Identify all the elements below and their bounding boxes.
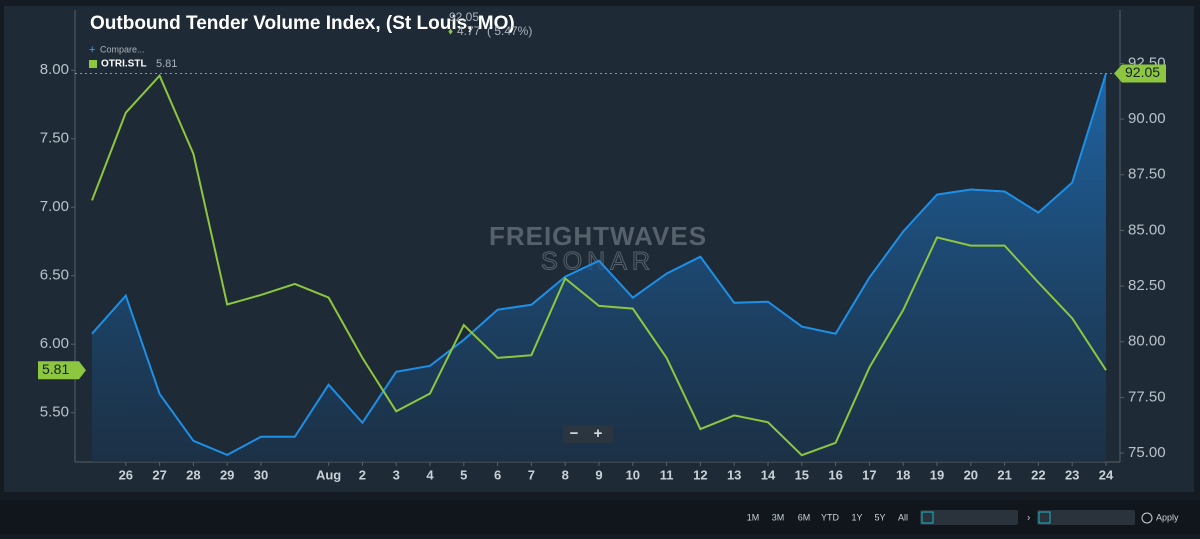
value-badge-label: 5.81 [42, 361, 69, 377]
value-badge-label: 92.05 [1125, 64, 1160, 80]
x-tick-label: 4 [426, 467, 434, 482]
apply-button[interactable]: Apply [1156, 512, 1179, 522]
arrow: › [1027, 513, 1030, 524]
change-icon: ♦ [448, 27, 453, 38]
range-button[interactable]: All [898, 512, 908, 522]
x-tick-label: 15 [795, 467, 809, 482]
y2-tick-label: 90.00 [1128, 110, 1166, 127]
x-tick-label: 11 [660, 467, 674, 482]
legend-swatch [89, 60, 97, 68]
y-tick-label: 8.00 [40, 61, 69, 78]
y-tick-label: 6.00 [40, 335, 69, 352]
line [91, 73, 1107, 457]
x-tick-label: 21 [997, 467, 1011, 482]
zoom-out[interactable]: − [570, 425, 579, 442]
range-button[interactable]: 1Y [851, 512, 862, 522]
value-badge [38, 361, 86, 380]
x-tick-label: 17 [862, 467, 876, 482]
y2-tick-label: 80.00 [1128, 333, 1166, 350]
range-button[interactable]: 1M [747, 512, 760, 522]
x-tick-label: 9 [595, 467, 602, 482]
x-tick-label: 23 [1065, 467, 1079, 482]
x-tick-label: 3 [393, 467, 400, 482]
x-tick-label: 7 [528, 467, 535, 482]
range-button[interactable]: 3M [772, 512, 785, 522]
y2-tick-label: 75.00 [1128, 444, 1166, 461]
date-input[interactable] [1037, 510, 1135, 525]
x-tick-label: 27 [152, 467, 166, 482]
y2-tick-label: 82.50 [1128, 277, 1166, 294]
compare-icon[interactable]: + [89, 44, 95, 56]
apply-icon [1141, 512, 1153, 524]
x-tick-label: 10 [626, 467, 640, 482]
date-input[interactable] [920, 510, 1018, 525]
y-tick-label: 7.00 [40, 198, 69, 215]
x-tick-label: 29 [220, 467, 234, 482]
plot: 5.50 6.00 6.50 7.00 7.50 8.00 75.00 77.50 80.00 8… [38, 54, 1166, 482]
x-tick-label: 22 [1031, 467, 1045, 482]
x-tick-label: 8 [562, 467, 569, 482]
x-tick-label: 24 [1099, 467, 1114, 482]
zoom-in[interactable]: + [594, 425, 603, 442]
x-tick-label: 13 [727, 467, 741, 482]
x-tick-label: 19 [930, 467, 944, 482]
y-tick-label: 7.50 [40, 130, 69, 147]
area [92, 73, 1106, 462]
range-button[interactable]: 5Y [874, 512, 885, 522]
toolbar [0, 500, 1200, 534]
header-change: 4.77 [457, 24, 481, 38]
x-tick-label: 26 [119, 467, 133, 482]
zoom-control [563, 425, 613, 443]
x-tick-label: Aug [316, 467, 341, 482]
x-tick-label: 14 [761, 467, 776, 482]
range-bar: 1M 3M 6M YTD 1Y 5Y All [747, 512, 908, 522]
y2-tick-label: 77.50 [1128, 388, 1166, 405]
x-tick-label: 6 [494, 467, 501, 482]
watermark-text: FREIGHTWAVES [489, 221, 707, 251]
line [91, 73, 1107, 457]
x-tick-label: 2 [359, 467, 366, 482]
calendar-icon [1038, 511, 1051, 524]
x-tick-label: 28 [186, 467, 200, 482]
value-badge [1114, 64, 1166, 83]
y2-tick-label: 85.00 [1128, 221, 1166, 238]
header-value: 92.05 [449, 10, 479, 24]
x-tick-label: 5 [460, 467, 467, 482]
x-tick-label: 20 [964, 467, 978, 482]
range-button[interactable]: 6M [798, 512, 811, 522]
range-button[interactable]: YTD [821, 512, 840, 522]
y-tick-label: 6.50 [40, 267, 69, 284]
x-tick-label: 18 [896, 467, 910, 482]
legend-label: OTRI.STL [101, 59, 147, 70]
y-tick-label: 5.50 [40, 404, 69, 421]
header-change-pct: ( 5.47%) [487, 24, 532, 38]
x-tick-label: 16 [828, 467, 842, 482]
calendar-icon [921, 511, 934, 524]
y2-tick-label: 87.50 [1128, 166, 1166, 183]
chart-title: Outbound Tender Volume Index, (St Louis,… [90, 13, 515, 34]
legend-value: 5.81 [156, 58, 177, 70]
x-tick-label: 30 [254, 467, 268, 482]
compare-link[interactable]: Compare... [100, 44, 145, 54]
x-tick-label: 12 [693, 467, 707, 482]
